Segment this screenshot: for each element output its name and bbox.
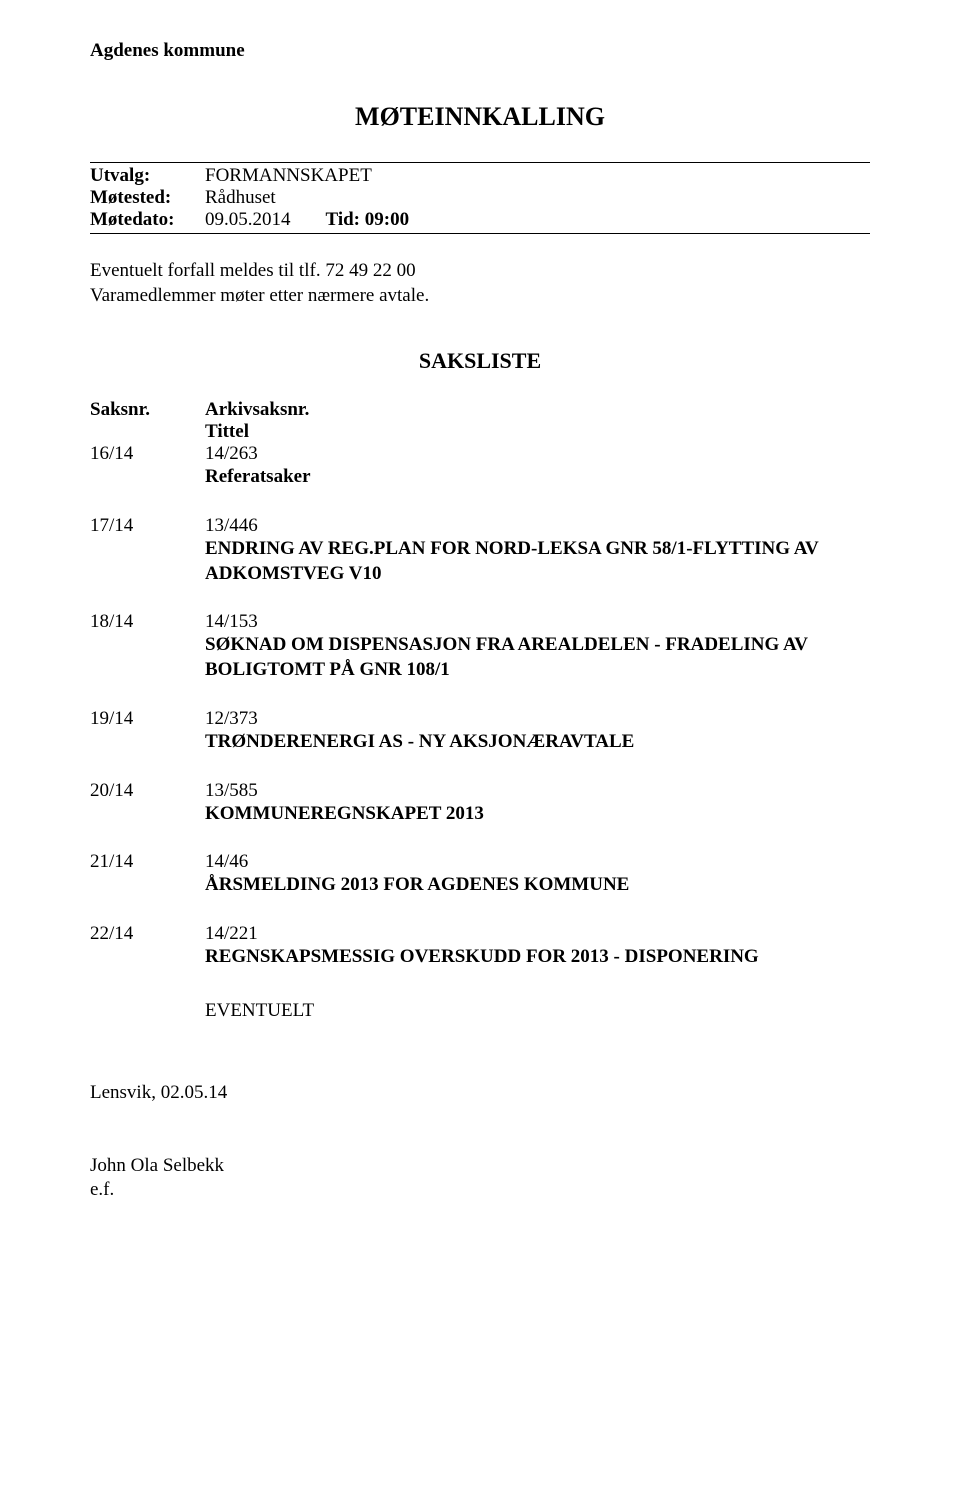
case-arkiv: 13/446 (205, 515, 870, 537)
saksliste-columns: Saksnr. Arkivsaksnr. (90, 399, 870, 421)
signature-block: John Ola Selbekk e.f. (90, 1154, 870, 1203)
case-row: 19/14 12/373 TRØNDERENERGI AS - NY AKSJO… (90, 708, 870, 755)
column-saksnr: Saksnr. (90, 399, 205, 421)
utvalg-value: FORMANNSKAPET (205, 165, 870, 187)
case-content: 14/221 REGNSKAPSMESSIG OVERSKUDD FOR 201… (205, 923, 870, 970)
case-saksnr: 16/14 (90, 443, 205, 490)
case-title: SØKNAD OM DISPENSASJON FRA AREALDELEN - … (205, 633, 870, 682)
case-arkiv: 13/585 (205, 780, 870, 802)
utvalg-row: Utvalg: FORMANNSKAPET (90, 165, 870, 187)
utvalg-label: Utvalg: (90, 165, 205, 187)
column-tittel: Tittel (205, 421, 870, 443)
notice-line2: Varamedlemmer møter etter nærmere avtale… (90, 284, 870, 309)
case-row: 16/14 14/263 Referatsaker (90, 443, 870, 490)
case-title: TRØNDERENERGI AS - NY AKSJONÆRAVTALE (205, 730, 870, 755)
case-title: ENDRING AV REG.PLAN FOR NORD-LEKSA GNR 5… (205, 537, 870, 586)
tid-label: Tid: 09:00 (326, 209, 410, 231)
case-saksnr: 17/14 (90, 515, 205, 586)
case-arkiv: 12/373 (205, 708, 870, 730)
case-row: 17/14 13/446 ENDRING AV REG.PLAN FOR NOR… (90, 515, 870, 586)
case-row: 18/14 14/153 SØKNAD OM DISPENSASJON FRA … (90, 611, 870, 682)
case-saksnr: 19/14 (90, 708, 205, 755)
footer-date: Lensvik, 02.05.14 (90, 1082, 870, 1104)
organization-name: Agdenes kommune (90, 40, 870, 62)
case-saksnr: 18/14 (90, 611, 205, 682)
case-saksnr: 21/14 (90, 851, 205, 898)
signature-ef: e.f. (90, 1178, 870, 1203)
motested-row: Møtested: Rådhuset (90, 187, 870, 209)
case-arkiv: 14/221 (205, 923, 870, 945)
case-saksnr: 22/14 (90, 923, 205, 970)
notice-line1: Eventuelt forfall meldes til tlf. 72 49 … (90, 259, 870, 284)
case-saksnr: 20/14 (90, 780, 205, 827)
motested-label: Møtested: (90, 187, 205, 209)
case-arkiv: 14/46 (205, 851, 870, 873)
case-content: 14/263 Referatsaker (205, 443, 870, 490)
case-row: 22/14 14/221 REGNSKAPSMESSIG OVERSKUDD F… (90, 923, 870, 970)
case-title: Referatsaker (205, 465, 870, 490)
eventuelt-label: EVENTUELT (205, 1000, 870, 1022)
case-row: 21/14 14/46 ÅRSMELDING 2013 FOR AGDENES … (90, 851, 870, 898)
meeting-info-box: Utvalg: FORMANNSKAPET Møtested: Rådhuset… (90, 162, 870, 234)
notice-text: Eventuelt forfall meldes til tlf. 72 49 … (90, 259, 870, 308)
case-title: REGNSKAPSMESSIG OVERSKUDD FOR 2013 - DIS… (205, 945, 870, 970)
case-content: 14/46 ÅRSMELDING 2013 FOR AGDENES KOMMUN… (205, 851, 870, 898)
motedato-label: Møtedato: (90, 209, 205, 231)
case-content: 14/153 SØKNAD OM DISPENSASJON FRA AREALD… (205, 611, 870, 682)
case-content: 12/373 TRØNDERENERGI AS - NY AKSJONÆRAVT… (205, 708, 870, 755)
case-title: ÅRSMELDING 2013 FOR AGDENES KOMMUNE (205, 873, 870, 898)
case-arkiv: 14/153 (205, 611, 870, 633)
column-arkiv: Arkivsaksnr. (205, 399, 870, 421)
motedato-row: Møtedato: 09.05.2014 Tid: 09:00 (90, 209, 870, 231)
signature-name: John Ola Selbekk (90, 1154, 870, 1179)
case-row: 20/14 13/585 KOMMUNEREGNSKAPET 2013 (90, 780, 870, 827)
document-title: MØTEINNKALLING (90, 102, 870, 132)
saksliste-title: SAKSLISTE (90, 348, 870, 374)
case-title: KOMMUNEREGNSKAPET 2013 (205, 802, 870, 827)
case-arkiv: 14/263 (205, 443, 870, 465)
motedato-value: 09.05.2014 (205, 209, 291, 231)
case-content: 13/446 ENDRING AV REG.PLAN FOR NORD-LEKS… (205, 515, 870, 586)
case-content: 13/585 KOMMUNEREGNSKAPET 2013 (205, 780, 870, 827)
motested-value: Rådhuset (205, 187, 870, 209)
